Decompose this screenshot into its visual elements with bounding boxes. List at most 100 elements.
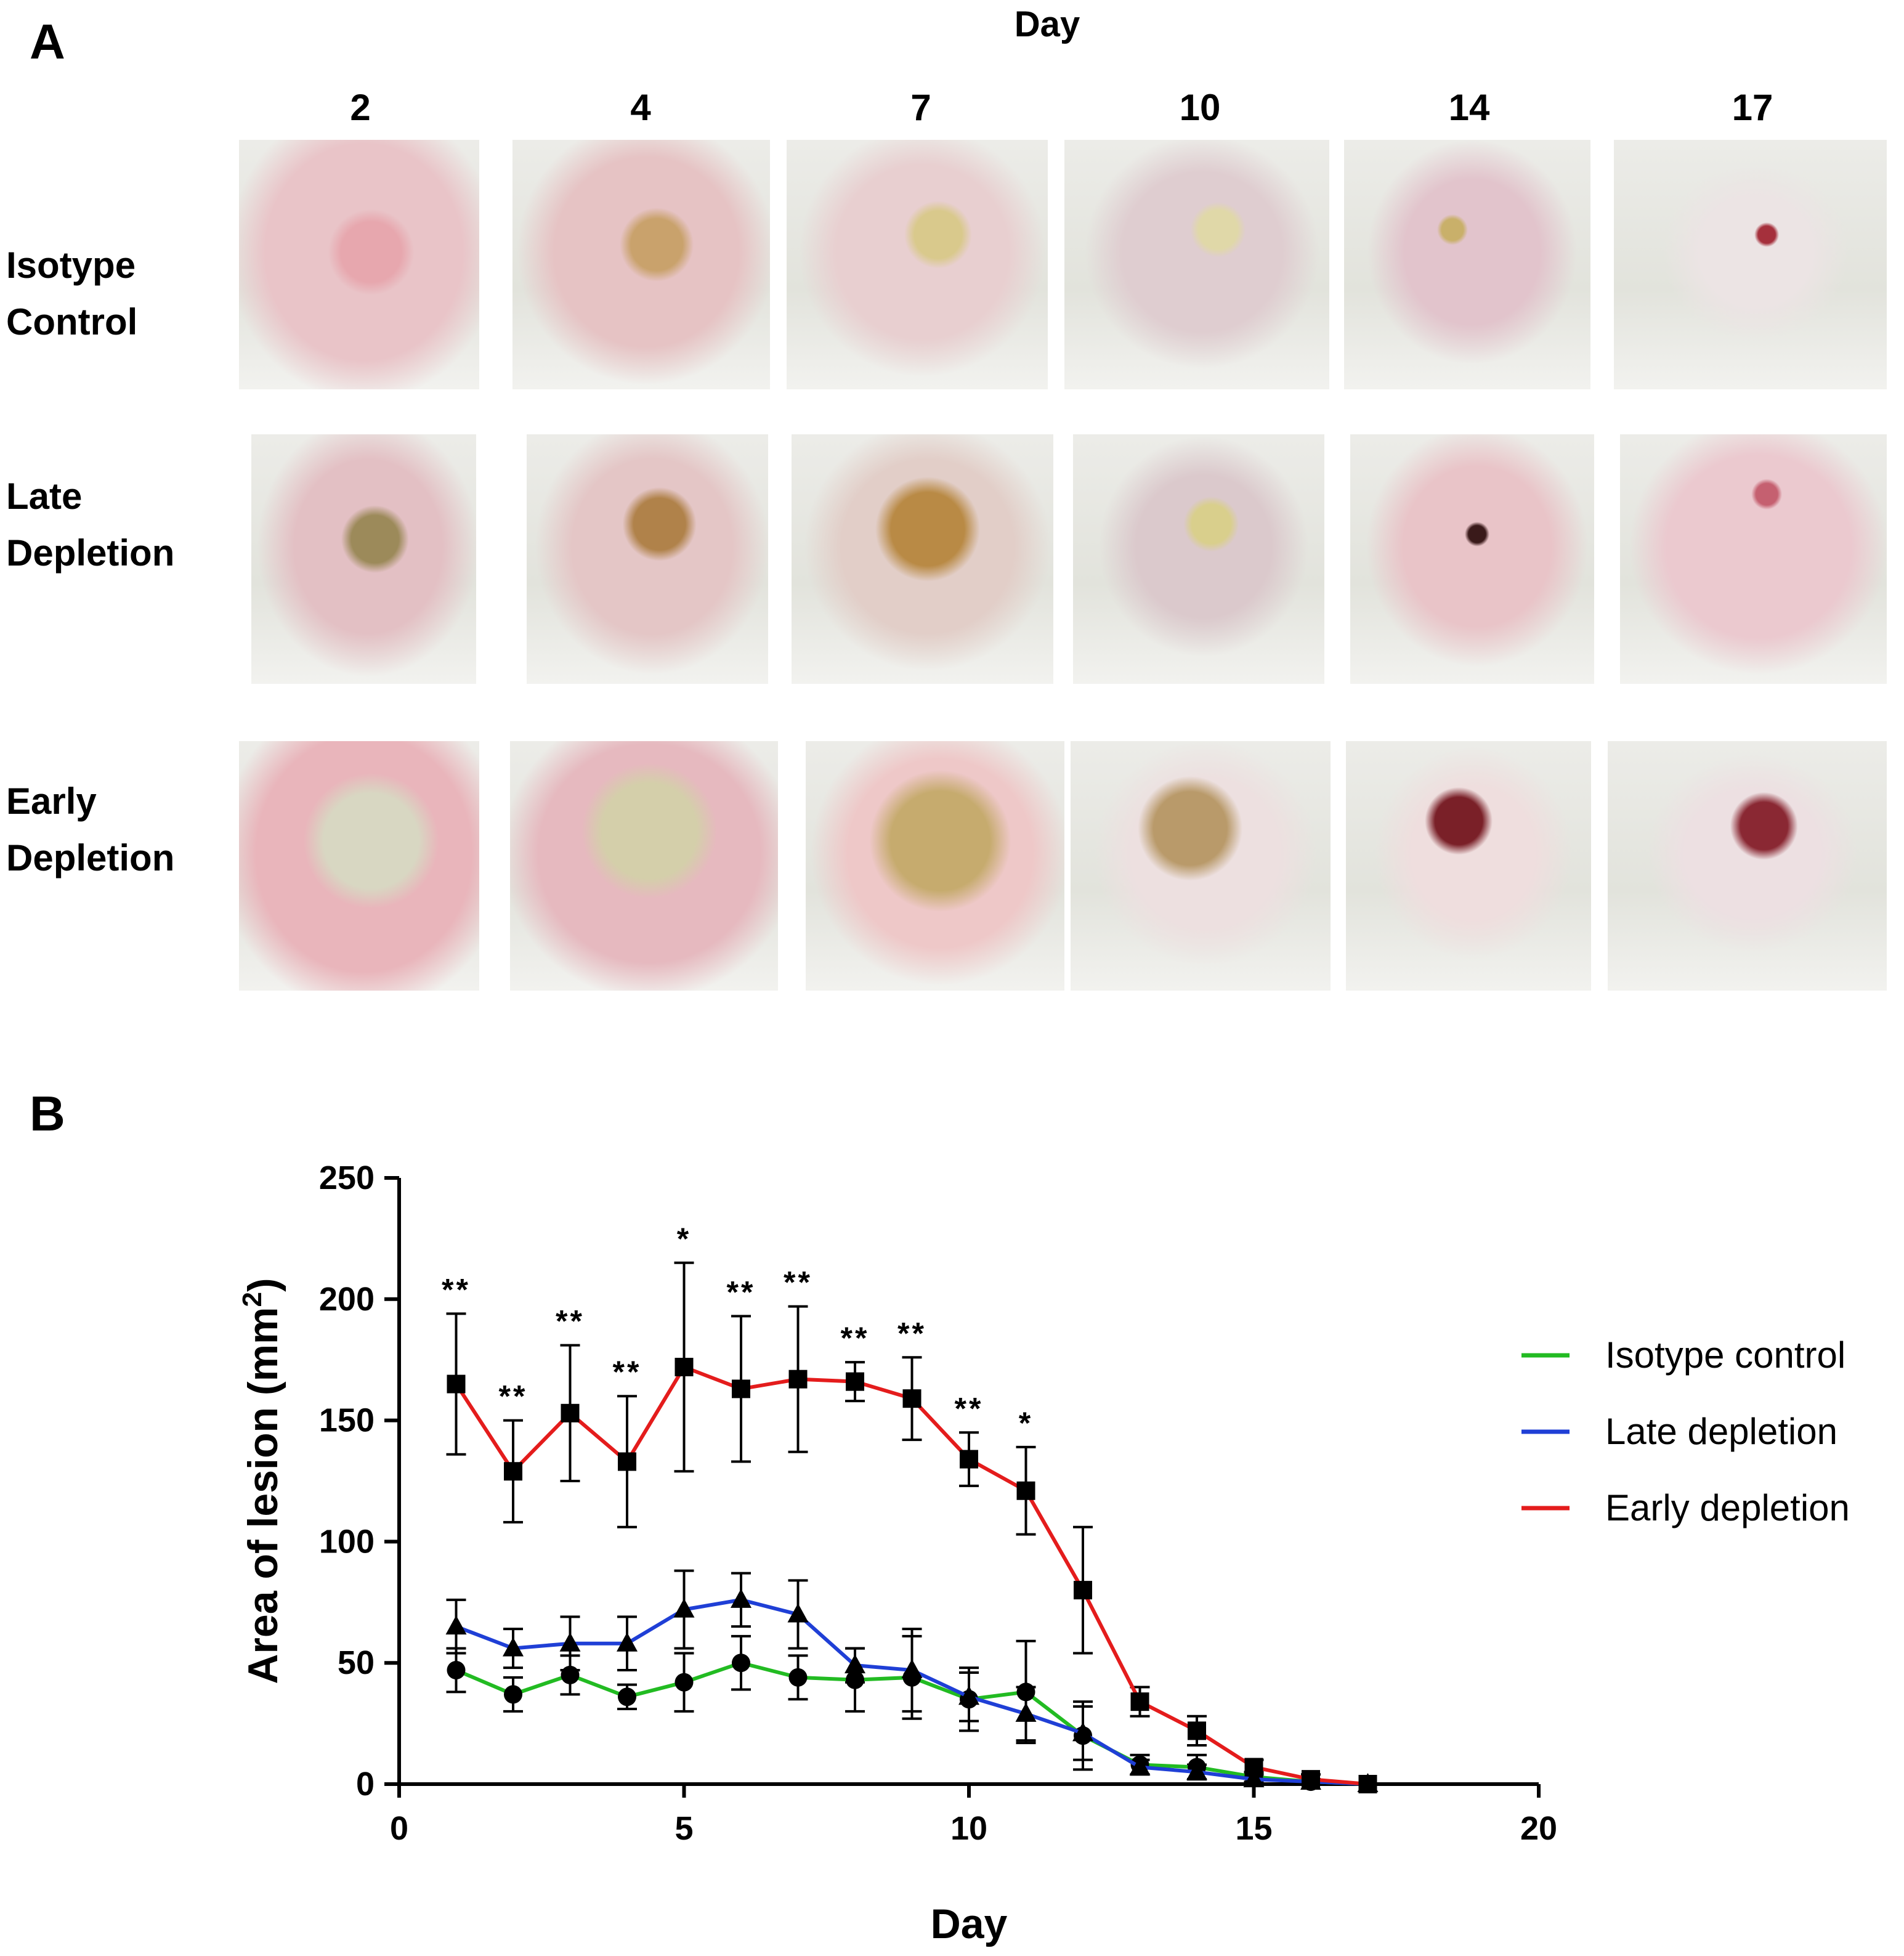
data-point-isotype-control xyxy=(447,1661,466,1680)
data-point-early-depletion xyxy=(1188,1721,1206,1740)
legend-label-early: Early depletion xyxy=(1605,1487,1850,1528)
data-point-early-depletion xyxy=(846,1372,864,1391)
x-axis-label: Day xyxy=(931,1901,1008,1947)
wound-photo-early-day-4 xyxy=(510,741,778,991)
data-point-isotype-control xyxy=(618,1687,636,1706)
significance-mark: ** xyxy=(613,1355,642,1389)
data-point-isotype-control xyxy=(675,1673,694,1692)
data-point-late-depletion xyxy=(503,1637,524,1657)
significance-mark: ** xyxy=(499,1379,528,1414)
day-column-label-17: 17 xyxy=(1732,87,1773,128)
data-point-early-depletion xyxy=(1016,1481,1035,1500)
data-point-isotype-control xyxy=(732,1654,750,1673)
wound-photo-early-day-7 xyxy=(806,741,1064,991)
x-tick-label: 5 xyxy=(675,1810,693,1847)
data-point-late-depletion xyxy=(731,1588,751,1608)
row-label-line2: Depletion xyxy=(6,532,175,574)
data-point-late-depletion xyxy=(1072,1722,1093,1742)
y-tick-label: 0 xyxy=(356,1766,375,1803)
wound-photo-early-day-17 xyxy=(1608,741,1887,991)
data-point-early-depletion xyxy=(732,1379,750,1398)
data-point-early-depletion xyxy=(504,1462,522,1481)
wound-photo-isotype-day-4 xyxy=(512,140,770,389)
y-tick-label: 50 xyxy=(338,1644,375,1681)
data-point-late-depletion xyxy=(1243,1768,1265,1788)
wound-photo-early-day-14 xyxy=(1346,741,1591,991)
legend-label-late: Late depletion xyxy=(1605,1411,1837,1452)
x-tick-label: 15 xyxy=(1235,1810,1272,1847)
significance-mark: ** xyxy=(841,1321,870,1355)
wound-photo-isotype-day-2 xyxy=(239,140,479,389)
day-column-label-7: 7 xyxy=(910,87,931,128)
wound-photo-late-day-4 xyxy=(527,434,768,684)
x-tick-label: 0 xyxy=(390,1810,408,1847)
data-point-early-depletion xyxy=(1130,1692,1149,1711)
wound-photo-isotype-day-14 xyxy=(1344,140,1590,389)
wound-photo-isotype-day-17 xyxy=(1614,140,1887,389)
data-point-late-depletion xyxy=(787,1603,809,1623)
day-column-label-10: 10 xyxy=(1179,87,1221,128)
wound-photo-late-day-7 xyxy=(792,434,1053,684)
significance-mark: ** xyxy=(784,1265,812,1300)
data-point-early-depletion xyxy=(675,1358,694,1377)
significance-mark: ** xyxy=(556,1304,585,1339)
legend-label-isotype: Isotype control xyxy=(1605,1334,1845,1376)
y-axis-label: Area of lesion (mm2) xyxy=(237,1278,286,1684)
data-point-isotype-control xyxy=(788,1668,808,1687)
wound-photo-early-day-2 xyxy=(239,741,479,991)
wound-photo-isotype-day-10 xyxy=(1064,140,1329,389)
y-axis-label-end: ) xyxy=(240,1278,286,1292)
significance-mark: ** xyxy=(727,1275,756,1309)
significance-mark: ** xyxy=(442,1272,471,1307)
data-point-early-depletion xyxy=(960,1450,978,1469)
wound-photo-late-day-10 xyxy=(1073,434,1324,684)
data-point-late-depletion xyxy=(901,1659,923,1679)
x-tick-label: 10 xyxy=(950,1810,987,1847)
data-point-late-depletion xyxy=(617,1632,638,1652)
y-tick-label: 100 xyxy=(319,1523,375,1560)
day-column-label-2: 2 xyxy=(350,87,371,128)
significance-mark: ** xyxy=(955,1391,984,1426)
data-point-late-depletion xyxy=(673,1598,695,1618)
wound-photo-isotype-day-7 xyxy=(787,140,1048,389)
data-point-late-depletion xyxy=(845,1654,865,1674)
row-label-1: Isotype Control xyxy=(6,237,137,351)
row-label-line1: Late xyxy=(6,476,83,517)
y-tick-label: 250 xyxy=(319,1159,375,1196)
significance-mark: ** xyxy=(897,1316,926,1350)
row-label-2: Late Depletion xyxy=(6,468,174,582)
y-tick-label: 200 xyxy=(319,1281,375,1318)
data-point-early-depletion xyxy=(447,1374,466,1394)
data-point-isotype-control xyxy=(504,1685,522,1704)
x-tick-label: 20 xyxy=(1520,1810,1557,1847)
y-axis-label-superscript: 2 xyxy=(237,1292,267,1307)
data-point-early-depletion xyxy=(1244,1758,1263,1777)
data-point-early-depletion xyxy=(1302,1770,1320,1789)
row-label-line1: Early xyxy=(6,781,97,822)
data-point-early-depletion xyxy=(618,1452,636,1471)
data-point-isotype-control xyxy=(846,1670,864,1689)
data-point-early-depletion xyxy=(788,1370,808,1389)
day-column-label-14: 14 xyxy=(1448,87,1490,128)
y-axis-label-main: Area of lesion (mm xyxy=(240,1307,286,1684)
data-point-early-depletion xyxy=(1074,1581,1092,1600)
data-point-late-depletion xyxy=(559,1632,581,1652)
y-tick-label: 150 xyxy=(319,1402,375,1439)
significance-mark: * xyxy=(677,1222,691,1256)
panel-a-label: A xyxy=(30,14,65,69)
data-point-late-depletion xyxy=(1186,1761,1207,1780)
data-point-late-depletion xyxy=(445,1615,467,1635)
data-point-late-depletion xyxy=(958,1686,979,1705)
data-point-late-depletion xyxy=(1015,1702,1037,1722)
wound-photo-late-day-17 xyxy=(1620,434,1887,684)
data-point-early-depletion xyxy=(561,1403,580,1422)
day-column-label-4: 4 xyxy=(630,87,651,128)
data-point-early-depletion xyxy=(902,1389,922,1408)
significance-mark: * xyxy=(1019,1406,1033,1440)
data-point-isotype-control xyxy=(1016,1682,1035,1702)
row-label-line2: Control xyxy=(6,301,138,343)
wound-photo-late-day-14 xyxy=(1350,434,1594,684)
data-point-isotype-control xyxy=(561,1665,580,1684)
row-label-3: Early Depletion xyxy=(6,773,174,887)
